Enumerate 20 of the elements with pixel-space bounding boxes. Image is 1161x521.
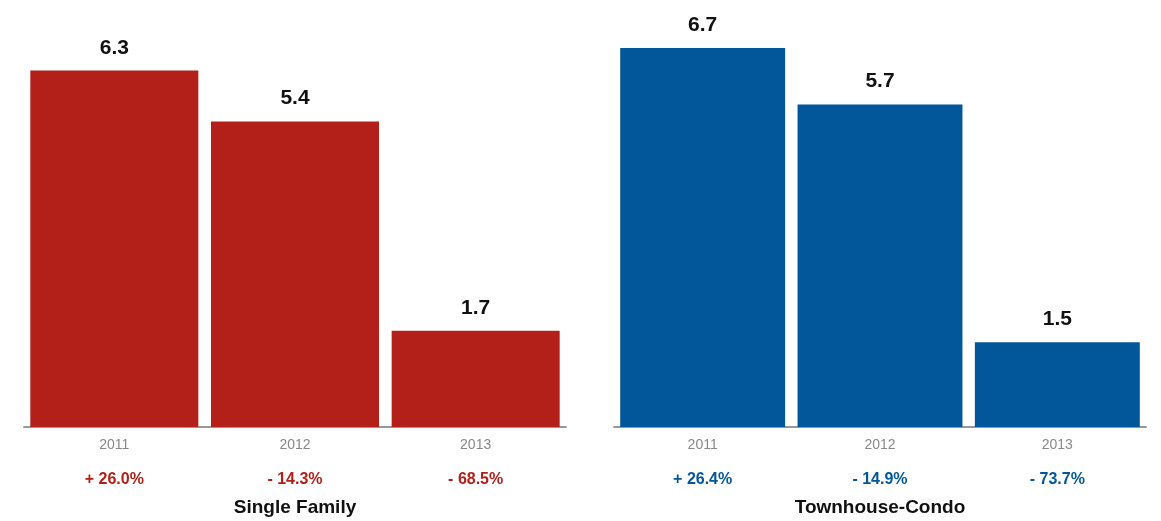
x-tick-label: 2011 bbox=[687, 436, 718, 452]
text: - 68.5% bbox=[448, 469, 504, 487]
data-label: 6.3 bbox=[99, 34, 129, 58]
data-label: 5.7 bbox=[865, 68, 895, 92]
text: - 73.7% bbox=[1029, 469, 1085, 487]
data-label: 5.4 bbox=[280, 85, 310, 109]
text: + 26.4% bbox=[673, 469, 733, 487]
data-label: 1.5 bbox=[1042, 306, 1073, 330]
text: - 14.9% bbox=[852, 469, 908, 487]
data-label: 1.7 bbox=[461, 294, 491, 318]
text: - 14.3% bbox=[267, 469, 323, 487]
data-label: 6.7 bbox=[688, 11, 718, 35]
x-axis-title: Single Family bbox=[233, 496, 357, 517]
x-tick-label: 2013 bbox=[1041, 436, 1074, 452]
x-axis-title: Townhouse-Condo bbox=[794, 496, 966, 517]
x-tick-label: 2013 bbox=[460, 436, 492, 452]
x-tick-label: 2012 bbox=[864, 436, 896, 452]
x-tick-label: 2012 bbox=[279, 436, 311, 452]
text: + 26.0% bbox=[84, 469, 144, 487]
x-tick-label: 2011 bbox=[99, 436, 130, 452]
